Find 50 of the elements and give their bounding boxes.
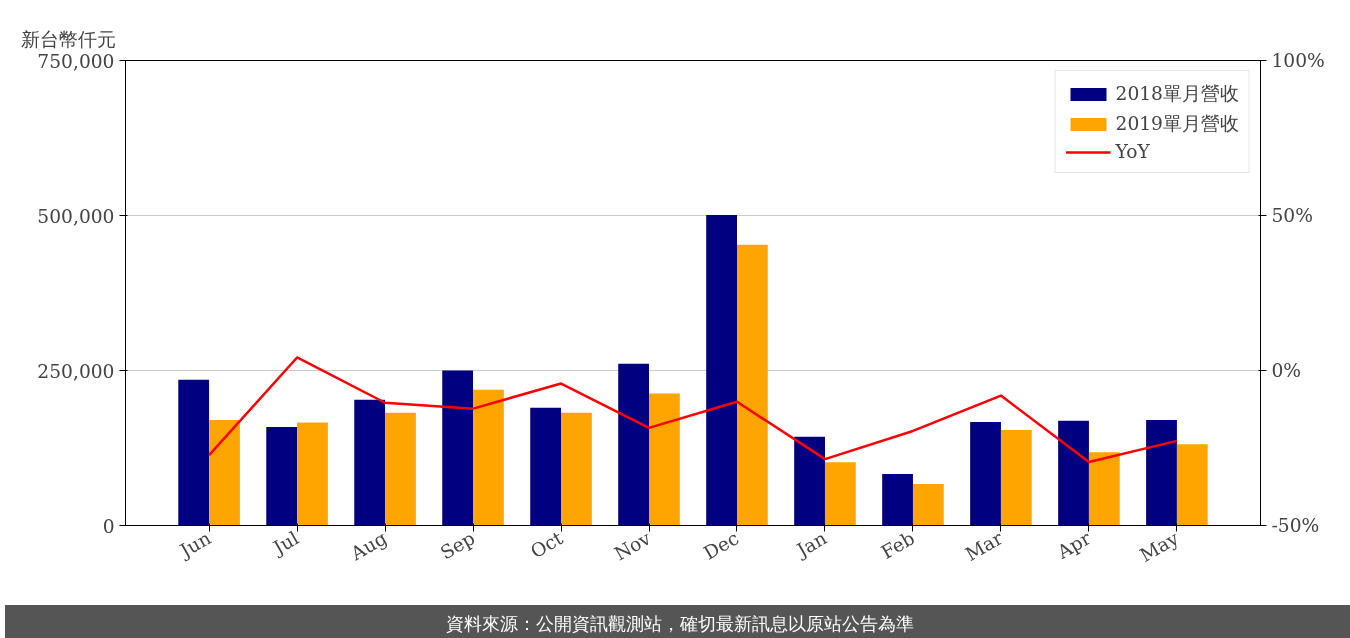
bar (473, 389, 504, 526)
x-tick-label: Sep (436, 527, 479, 564)
bar (649, 393, 680, 526)
bar (794, 436, 825, 526)
bar (297, 422, 328, 526)
bar (970, 421, 1001, 526)
bar (266, 426, 298, 526)
x-tick-label: Nov (610, 527, 655, 565)
bar (736, 244, 768, 526)
y2-tick-label: 50% (1271, 205, 1313, 226)
x-tick-label: Jan (791, 527, 831, 562)
y2-tick-label: 100% (1271, 50, 1325, 71)
y-axis-title: 新台幣仟元 (20, 28, 116, 50)
x-tick-label: Dec (700, 527, 743, 564)
x-tick-label: Feb (877, 527, 919, 563)
bar (354, 399, 386, 526)
bar (1058, 420, 1089, 526)
bar (824, 462, 856, 526)
legend-label: 2018單月營收 (1115, 82, 1239, 106)
x-tick-label: Apr (1053, 527, 1095, 564)
y2-tick-label: -50% (1271, 515, 1320, 536)
y2-tick-label: 0% (1271, 360, 1302, 381)
bar (385, 412, 416, 526)
bar (561, 412, 592, 526)
bar (1176, 444, 1208, 526)
line-series (207, 356, 1179, 464)
x-tick-label: Mar (961, 527, 1007, 566)
bar (1088, 452, 1120, 526)
x-tick-label: May (1136, 527, 1183, 566)
bar (530, 407, 562, 526)
bar (1146, 420, 1177, 526)
bar (706, 214, 737, 526)
legend-label: YoY (1115, 141, 1150, 162)
source-note: 資料來源：公開資訊觀測站，確切最新訊息以原站公告為準 (446, 612, 914, 636)
y-tick-label: 500,000 (37, 205, 115, 227)
bar (618, 363, 650, 526)
x-tick-label: Jul (268, 527, 303, 560)
x-tick-label: Aug (346, 527, 391, 565)
x-tick-label: Oct (526, 527, 567, 563)
bar (1000, 430, 1032, 526)
legend-label: 2019單月營收 (1115, 112, 1239, 136)
x-tick-label: Jun (174, 527, 215, 563)
y-tick-label: 250,000 (37, 360, 115, 382)
bar (209, 420, 240, 526)
bar (178, 379, 210, 526)
bar (442, 370, 474, 526)
y-tick-label: 0 (102, 515, 115, 537)
bar (912, 483, 944, 526)
y-tick-label: 750,000 (37, 50, 115, 72)
bar (882, 474, 913, 526)
